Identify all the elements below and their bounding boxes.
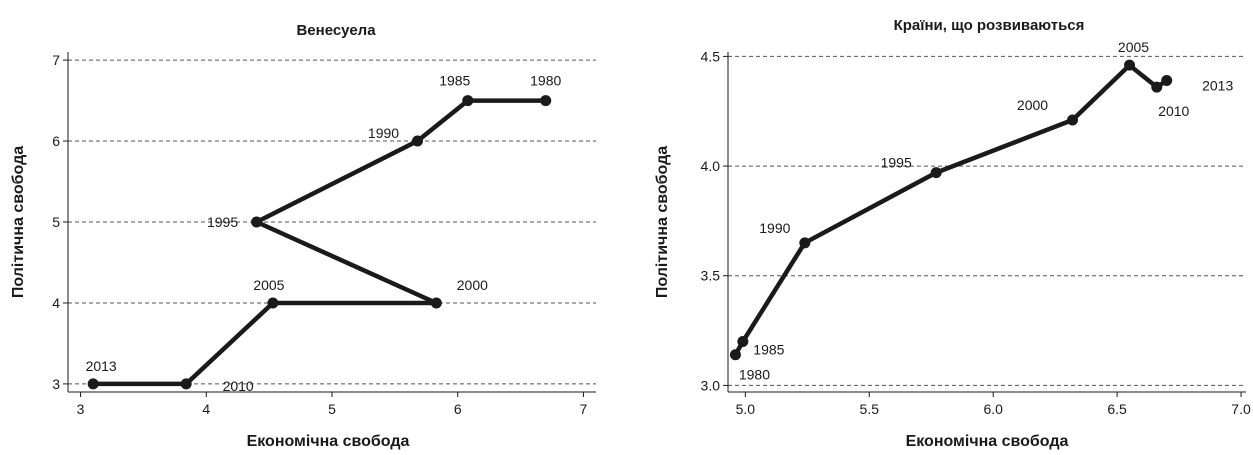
point-label-1995: 1995 xyxy=(207,214,238,230)
point-label-2005: 2005 xyxy=(1118,39,1149,55)
data-point-2000 xyxy=(1067,114,1079,126)
data-point-2010 xyxy=(1151,81,1163,93)
x-tick-label: 5.5 xyxy=(860,401,880,417)
y-tick-label: 3.0 xyxy=(701,377,721,393)
point-label-1985: 1985 xyxy=(439,73,470,89)
point-label-2000: 2000 xyxy=(457,277,488,293)
point-label-2013: 2013 xyxy=(86,358,117,374)
data-point-2013 xyxy=(1161,75,1173,87)
point-label-2010: 2010 xyxy=(223,378,254,394)
point-label-2010: 2010 xyxy=(1158,103,1189,119)
x-tick-label: 6 xyxy=(454,401,462,417)
data-point-2005 xyxy=(1124,59,1136,71)
y-axis-label: Політична свобода xyxy=(654,146,671,298)
chart-title: Країни, що розвиваються xyxy=(894,17,1085,34)
point-label-1990: 1990 xyxy=(759,220,790,236)
y-tick-label: 3 xyxy=(52,376,60,392)
data-point-1990 xyxy=(799,237,811,249)
x-tick-label: 6.5 xyxy=(1107,401,1127,417)
y-axis-label: Політична свобода xyxy=(10,146,27,298)
data-point-2013 xyxy=(87,378,99,390)
data-point-1995 xyxy=(930,167,942,179)
series-line xyxy=(733,62,1169,357)
x-tick-label: 7 xyxy=(580,401,588,417)
y-tick-label: 7 xyxy=(52,52,60,68)
x-tick-label: 5.0 xyxy=(736,401,756,417)
point-label-2000: 2000 xyxy=(1017,97,1048,113)
y-tick-label: 4 xyxy=(52,295,60,311)
y-tick-label: 4.5 xyxy=(701,48,721,64)
x-tick-label: 5 xyxy=(328,401,336,417)
x-tick-label: 3 xyxy=(77,401,85,417)
y-tick-label: 5 xyxy=(52,214,60,230)
data-point-1985 xyxy=(462,95,474,107)
y-tick-label: 6 xyxy=(52,133,60,149)
x-tick-label: 6.0 xyxy=(983,401,1003,417)
point-label-1980: 1980 xyxy=(739,367,770,383)
point-label-1985: 1985 xyxy=(753,342,784,358)
point-label-1990: 1990 xyxy=(368,125,399,141)
point-label-1995: 1995 xyxy=(881,155,912,171)
data-point-2000 xyxy=(430,297,442,309)
point-label-2013: 2013 xyxy=(1202,78,1233,94)
chart-developing-countries: Країни, що розвиваються 3.0 3.5 4.0 4.5 5.0 5.… xyxy=(654,17,1251,450)
x-tick-label: 4 xyxy=(202,401,210,417)
x-axis-label: Економічна свобода xyxy=(906,433,1069,450)
x-axis-label: Економічна свобода xyxy=(247,433,410,450)
data-point-1985 xyxy=(737,336,749,348)
data-point-2005 xyxy=(267,297,279,309)
data-point-1995 xyxy=(251,216,263,228)
data-point-2010 xyxy=(180,378,192,390)
point-label-2005: 2005 xyxy=(253,277,284,293)
data-point-1980 xyxy=(540,95,552,107)
y-tick-label: 4.0 xyxy=(701,158,721,174)
data-point-1980 xyxy=(729,349,741,361)
series-line xyxy=(90,98,548,387)
y-tick-label: 3.5 xyxy=(701,268,721,284)
point-label-1980: 1980 xyxy=(530,73,561,89)
x-tick-label: 7.0 xyxy=(1231,401,1251,417)
chart-venezuela: Венесуела 3 4 5 6 7 3 4 5 6 7 Економічна свобода Пол… xyxy=(10,22,596,450)
data-point-1990 xyxy=(411,135,423,147)
chart-title: Венесуела xyxy=(296,22,376,39)
